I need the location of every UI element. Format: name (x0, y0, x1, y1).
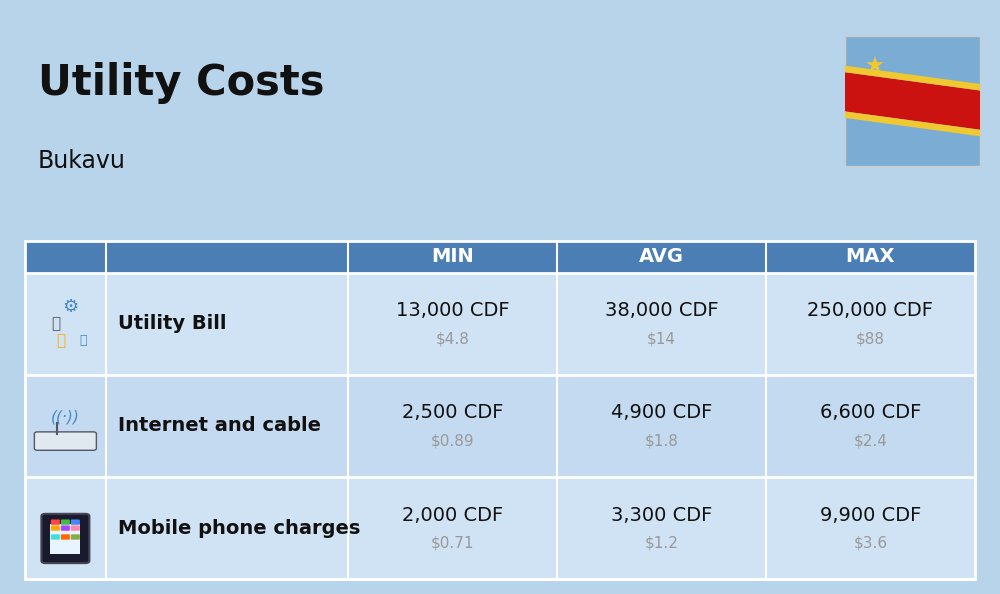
Text: ★: ★ (865, 56, 885, 77)
FancyBboxPatch shape (41, 514, 89, 563)
Text: 6,600 CDF: 6,600 CDF (820, 403, 921, 422)
Text: 🧑: 🧑 (51, 316, 60, 331)
Polygon shape (845, 112, 980, 136)
Text: MAX: MAX (846, 247, 895, 266)
Text: 2,000 CDF: 2,000 CDF (402, 505, 503, 525)
Text: Utility Costs: Utility Costs (38, 62, 324, 105)
FancyBboxPatch shape (25, 375, 975, 477)
FancyBboxPatch shape (50, 524, 80, 554)
FancyBboxPatch shape (71, 526, 80, 531)
Text: 📦: 📦 (80, 334, 87, 347)
FancyBboxPatch shape (61, 535, 70, 540)
FancyBboxPatch shape (25, 477, 975, 579)
Text: $4.8: $4.8 (436, 331, 469, 346)
Text: ((·)): ((·)) (51, 409, 80, 425)
FancyBboxPatch shape (61, 520, 70, 525)
FancyBboxPatch shape (51, 526, 60, 531)
Text: 38,000 CDF: 38,000 CDF (605, 301, 718, 320)
Text: $1.2: $1.2 (645, 535, 678, 551)
FancyBboxPatch shape (51, 535, 60, 540)
Text: Utility Bill: Utility Bill (118, 314, 226, 333)
Text: 4,900 CDF: 4,900 CDF (611, 403, 712, 422)
Text: Mobile phone charges: Mobile phone charges (118, 519, 360, 538)
Text: $0.71: $0.71 (431, 535, 474, 551)
Text: $88: $88 (856, 331, 885, 346)
Text: $1.8: $1.8 (645, 433, 678, 448)
Text: Bukavu: Bukavu (38, 148, 126, 172)
Text: $14: $14 (647, 331, 676, 346)
FancyBboxPatch shape (51, 520, 60, 525)
Polygon shape (845, 66, 980, 90)
Text: Internet and cable: Internet and cable (118, 416, 321, 435)
Text: $0.89: $0.89 (431, 433, 474, 448)
Text: $2.4: $2.4 (854, 433, 887, 448)
Text: 250,000 CDF: 250,000 CDF (807, 301, 933, 320)
Text: 9,900 CDF: 9,900 CDF (820, 505, 921, 525)
FancyBboxPatch shape (34, 432, 96, 450)
FancyBboxPatch shape (25, 273, 975, 375)
Text: AVG: AVG (639, 247, 684, 266)
FancyBboxPatch shape (845, 36, 980, 166)
Text: MIN: MIN (431, 247, 474, 266)
FancyBboxPatch shape (61, 526, 70, 531)
Text: 13,000 CDF: 13,000 CDF (396, 301, 509, 320)
Text: 3,300 CDF: 3,300 CDF (611, 505, 712, 525)
FancyBboxPatch shape (71, 520, 80, 525)
FancyBboxPatch shape (25, 241, 975, 273)
Text: ⚙: ⚙ (62, 298, 78, 316)
Text: 2,500 CDF: 2,500 CDF (402, 403, 503, 422)
FancyBboxPatch shape (71, 535, 80, 540)
Polygon shape (845, 72, 980, 129)
Text: 🔌: 🔌 (56, 333, 65, 348)
Text: $3.6: $3.6 (853, 535, 888, 551)
